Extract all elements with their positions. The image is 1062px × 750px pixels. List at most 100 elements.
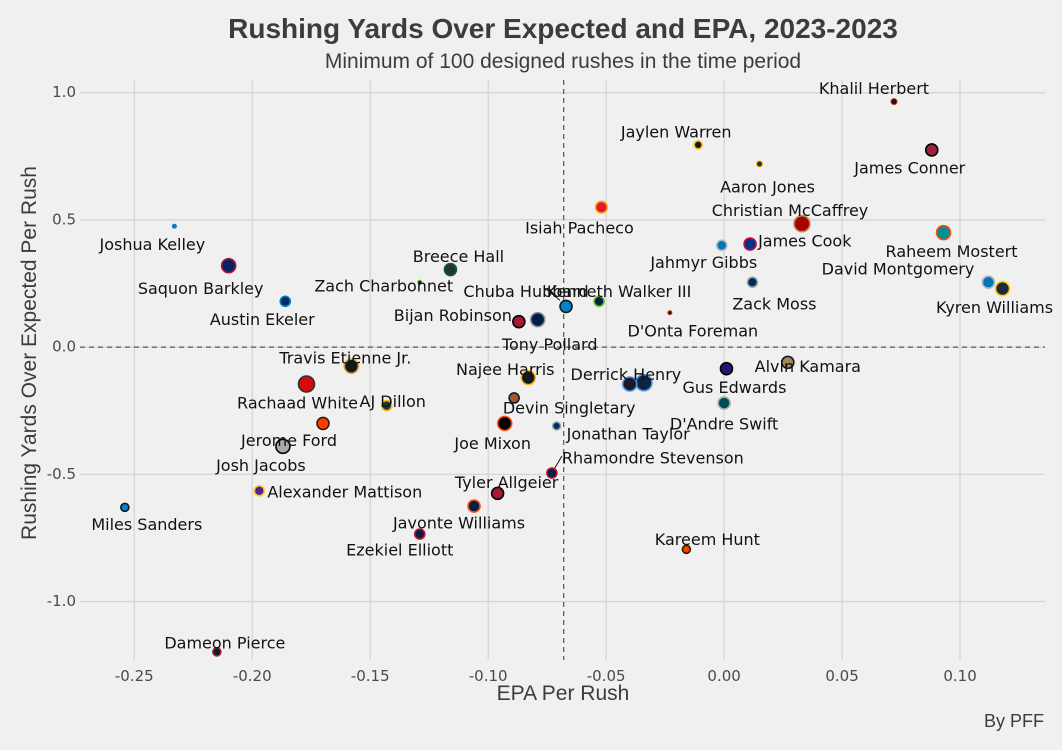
point-zack-moss <box>746 276 759 289</box>
y-tick-label: -0.5 <box>47 465 76 483</box>
point-label-jahmyr-gibbs: Jahmyr Gibbs <box>649 253 757 272</box>
point-devin-singletary <box>508 392 520 404</box>
point-label-christian-mccaffrey: Christian McCaffrey <box>712 201 869 220</box>
point-label-gus-edwards: Gus Edwards <box>683 378 787 397</box>
x-tick-label: -0.20 <box>233 667 272 685</box>
point-tony-pollard <box>529 311 546 328</box>
point-label-joshua-kelley: Joshua Kelley <box>98 235 205 254</box>
point-label-breece-hall: Breece Hall <box>413 247 504 266</box>
y-axis-ticks: -1.0 -0.5 0.0 0.5 1.0 <box>47 83 76 610</box>
point-miles-sanders <box>120 502 130 513</box>
point-breece-hall <box>443 262 458 277</box>
point-label-kenneth-walker-iii: Kenneth Walker III <box>547 282 692 301</box>
point-label-d-andre-swift: D'Andre Swift <box>670 415 778 434</box>
point-label-derrick-henry: Derrick Henry <box>571 365 682 384</box>
point-zach-charbonnet <box>417 279 423 285</box>
point-chuba-hubbard <box>559 299 573 314</box>
point-rhamondre-stevenson <box>546 467 558 479</box>
x-tick-label: 0.00 <box>707 667 740 685</box>
point-rachaad-white <box>297 375 316 393</box>
point-label-miles-sanders: Miles Sanders <box>91 515 202 534</box>
point-kyren-williams <box>994 280 1011 297</box>
x-axis-label: EPA Per Rush <box>497 682 630 705</box>
x-tick-label: -0.05 <box>587 667 626 685</box>
point-aj-dillon <box>380 399 393 412</box>
point-label-tyler-allgeier: Tyler Allgeier <box>454 473 559 492</box>
x-axis-ticks: -0.25 -0.20 -0.15 -0.10 -0.05 0.00 0.05 0.10 <box>115 667 977 685</box>
point-label-james-cook: James Cook <box>757 232 852 251</box>
point-label-kareem-hunt: Kareem Hunt <box>655 530 760 549</box>
x-tick-label: -0.25 <box>115 667 154 685</box>
point-dameon-pierce <box>212 647 222 657</box>
point-josh-jacobs <box>275 438 291 455</box>
y-tick-label: -1.0 <box>47 592 76 610</box>
point-label-dameon-pierce: Dameon Pierce <box>164 633 285 652</box>
y-tick-label: 1.0 <box>52 83 76 101</box>
point-label-khalil-herbert: Khalil Herbert <box>819 79 929 98</box>
point-label-aaron-jones: Aaron Jones <box>720 177 815 196</box>
leader-line <box>543 287 561 301</box>
x-tick-label: -0.10 <box>469 667 508 685</box>
point-label-james-conner: James Conner <box>853 158 965 177</box>
point-label-najee-harris: Najee Harris <box>456 360 554 379</box>
point-label-aj-dillon: AJ Dillon <box>360 392 426 411</box>
point-label-ezekiel-elliott: Ezekiel Elliott <box>346 541 453 560</box>
point-derrick-henry-2 <box>621 376 638 392</box>
point-label-saquon-barkley: Saquon Barkley <box>138 279 264 298</box>
point-james-conner <box>924 143 939 157</box>
point-label-jerome-ford: Jerome Ford <box>240 431 337 450</box>
point-james-cook <box>743 237 757 251</box>
point-label-bijan-robinson: Bijan Robinson <box>394 306 512 325</box>
point-label-kyren-williams: Kyren Williams <box>936 298 1053 317</box>
y-tick-label: 0.5 <box>52 210 76 228</box>
point-labels: Khalil Herbert James Conner Jaylen Warren A… <box>91 79 1053 652</box>
point-aaron-jones <box>756 160 764 168</box>
point-khalil-herbert <box>890 98 898 106</box>
point-label-josh-jacobs: Josh Jacobs <box>215 456 306 475</box>
point-label-travis-etienne-jr: Travis Etienne Jr. <box>278 349 411 368</box>
point-kareem-hunt <box>681 544 692 555</box>
x-tick-label: 0.10 <box>943 667 976 685</box>
point-d-andre-swift <box>717 396 731 410</box>
point-label-jonathan-taylor: Jonathan Taylor <box>566 424 691 443</box>
point-label-rachaad-white: Rachaad White <box>237 393 358 412</box>
x-tick-label: -0.15 <box>351 667 390 685</box>
point-label-rhamondre-stevenson: Rhamondre Stevenson <box>562 449 744 468</box>
point-ezekiel-elliott <box>413 528 426 540</box>
point-tyler-allgeier <box>490 486 505 501</box>
point-label-tony-pollard: Tony Pollard <box>501 335 598 354</box>
reference-lines <box>80 80 1045 660</box>
point-d-onta-foreman <box>667 310 673 316</box>
point-alvin-kamara <box>781 355 795 370</box>
point-label-alexander-mattison: Alexander Mattison <box>267 482 422 501</box>
point-alexander-mattison <box>253 485 266 497</box>
point-label-austin-ekeler: Austin Ekeler <box>210 310 315 329</box>
point-raheem-mostert <box>935 224 952 241</box>
leader-line <box>554 455 563 469</box>
y-axis-label: Rushing Yards Over Expected Per Rush <box>18 166 41 540</box>
x-tick-label: 0.05 <box>825 667 858 685</box>
point-joshua-kelley <box>171 223 177 229</box>
point-label-isiah-pacheco: Isiah Pacheco <box>525 219 634 238</box>
point-label-zack-moss: Zack Moss <box>732 295 816 314</box>
point-jahmyr-gibbs <box>715 239 728 252</box>
point-isiah-pacheco <box>594 200 609 214</box>
point-joe-mixon <box>496 415 513 432</box>
point-label-zach-charbonnet: Zach Charbonnet <box>314 277 453 296</box>
point-christian-mccaffrey <box>793 214 811 233</box>
point-bijan-robinson <box>512 314 526 329</box>
point-najee-harris <box>520 369 537 386</box>
point-saquon-barkley <box>220 257 237 274</box>
point-label-alvin-kamara: Alvin Kamara <box>755 357 861 376</box>
point-label-chuba-hubbard: Chuba Hubbard <box>463 282 588 301</box>
point-label-javonte-williams: Javonte Williams <box>392 514 525 533</box>
point-label-raheem-mostert: Raheem Mostert <box>886 242 1018 261</box>
point-gus-edwards <box>719 361 734 376</box>
point-label-d-onta-foreman: D'Onta Foreman <box>628 321 759 340</box>
point-label-david-montgomery: David Montgomery <box>822 260 975 279</box>
chart-caption: By PFF <box>984 711 1044 731</box>
point-label-devin-singletary: Devin Singletary <box>503 398 636 417</box>
chart-subtitle: Minimum of 100 designed rushes in the ti… <box>325 50 801 73</box>
point-javonte-williams <box>467 499 481 513</box>
point-jaylen-warren <box>693 140 703 150</box>
